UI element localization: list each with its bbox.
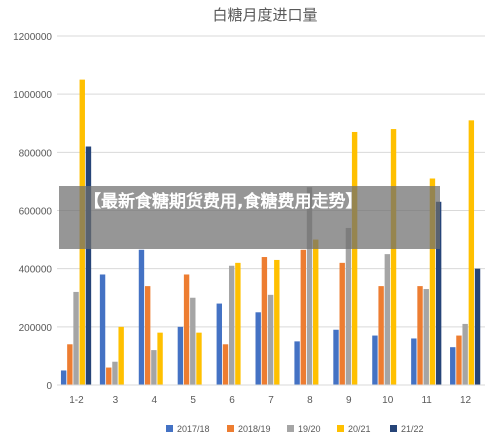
bar (228, 265, 235, 385)
bar (462, 323, 468, 385)
x-tick-label: 3 (113, 395, 119, 406)
bar (300, 249, 307, 385)
bar (450, 347, 456, 385)
bar (60, 370, 67, 385)
bar (267, 294, 274, 385)
bar (144, 286, 151, 385)
bar (333, 329, 339, 385)
bar (423, 289, 429, 385)
gridlines (57, 35, 485, 328)
legend-swatch (287, 425, 294, 432)
y-axis-ticks: 0 200000 400000 600000 800000 1000000 1200000 (13, 32, 52, 392)
y-tick-label: 200000 (19, 323, 53, 334)
y-tick-label: 1200000 (13, 32, 52, 43)
bar (294, 341, 300, 385)
bar (261, 257, 268, 385)
bar (190, 297, 196, 385)
bar (429, 178, 436, 385)
legend-swatch (166, 425, 173, 432)
legend-swatch (337, 425, 344, 432)
legend-swatch (390, 425, 397, 432)
bar (274, 259, 280, 385)
bar (157, 332, 163, 385)
bar (85, 146, 92, 385)
bar (417, 286, 423, 385)
legend-label: 21/22 (401, 424, 424, 434)
bar (456, 335, 462, 385)
bar (67, 344, 73, 385)
x-tick-label: 12 (460, 395, 472, 406)
x-tick-label: 1-2 (69, 395, 84, 406)
bar (183, 274, 190, 385)
x-tick-label: 10 (382, 395, 394, 406)
bar (468, 120, 475, 385)
legend: 2017/18 2018/19 19/20 20/21 21/22 (166, 424, 424, 434)
bar (222, 344, 229, 385)
bar (255, 312, 261, 385)
bar (151, 350, 157, 385)
bar (196, 332, 202, 385)
x-tick-label: 9 (346, 395, 352, 406)
bar (112, 361, 118, 385)
x-axis-ticks: 1-2 3 4 5 6 7 8 9 10 11 12 (69, 395, 471, 406)
legend-label: 2018/19 (238, 424, 271, 434)
y-tick-label: 800000 (19, 148, 53, 159)
banner-overlay (59, 186, 440, 249)
legend-label: 2017/18 (177, 424, 210, 434)
bar (339, 262, 345, 385)
x-tick-label: 8 (307, 395, 313, 406)
y-tick-label: 400000 (19, 265, 53, 276)
bar (177, 326, 184, 385)
bar (306, 187, 313, 385)
x-tick-label: 11 (421, 395, 432, 406)
x-tick-label: 5 (190, 395, 196, 406)
y-tick-label: 1000000 (13, 90, 52, 101)
bar (411, 338, 417, 385)
x-tick-label: 4 (151, 395, 157, 406)
bar (235, 262, 241, 385)
bar (73, 291, 79, 385)
banner-headline: 【最新食糖期货费用,食糖费用走势】 (84, 192, 363, 212)
bar (99, 274, 106, 385)
bar (372, 335, 378, 385)
bar (118, 326, 124, 385)
bar (138, 249, 145, 385)
bar (106, 367, 112, 385)
legend-label: 19/20 (298, 424, 321, 434)
bar (378, 286, 384, 385)
bar (474, 268, 481, 385)
y-tick-label: 600000 (19, 207, 53, 218)
bar (313, 239, 319, 385)
bar (216, 303, 222, 385)
legend-swatch (227, 425, 234, 432)
legend-label: 20/21 (348, 424, 371, 434)
bar (384, 254, 391, 385)
bar (351, 131, 358, 385)
y-tick-label: 0 (46, 381, 52, 392)
x-tick-label: 7 (268, 395, 274, 406)
bar (435, 201, 442, 385)
x-tick-label: 6 (229, 395, 235, 406)
bar (390, 129, 397, 385)
chart-title: 白糖月度进口量 (212, 7, 317, 24)
bar (345, 227, 352, 385)
